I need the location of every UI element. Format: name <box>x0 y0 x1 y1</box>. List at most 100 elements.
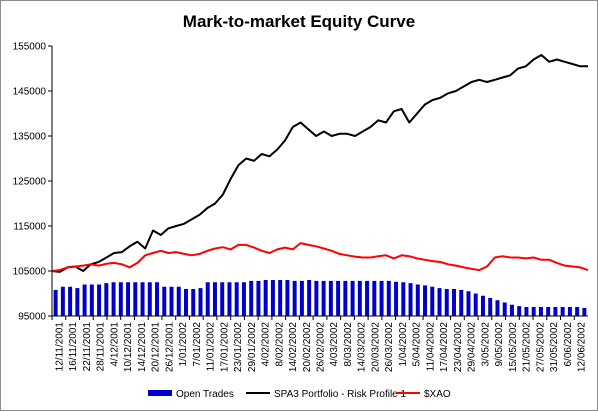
open-trades-bar <box>285 280 290 316</box>
x-tick-label: 8/03/2002 <box>343 322 354 367</box>
x-tick-label: 26/12/2001 <box>164 322 175 372</box>
open-trades-bar <box>75 288 80 316</box>
open-trades-bar <box>111 282 116 316</box>
open-trades-bar <box>205 282 210 316</box>
open-trades-bar <box>357 280 362 316</box>
x-tick-label: 4/12/2001 <box>109 322 120 367</box>
x-tick-label: 20/02/2002 <box>302 322 313 372</box>
open-trades-bar <box>567 307 572 316</box>
x-tick-label: 16/11/2001 <box>68 322 79 372</box>
open-trades-bar <box>350 280 355 316</box>
open-trades-bar <box>466 291 471 316</box>
x-tick-label: 4/03/2002 <box>329 322 340 367</box>
x-tick-label: 1/01/2002 <box>178 322 189 367</box>
x-tick-label: 12/11/2001 <box>54 322 65 372</box>
x-tick-label: 14/12/2001 <box>137 322 148 372</box>
open-trades-bar <box>336 280 341 316</box>
x-tick-label: 3/05/2002 <box>480 322 491 367</box>
open-trades-bar <box>365 280 370 316</box>
open-trades-bar <box>401 282 406 316</box>
open-trades-bar <box>234 282 239 316</box>
open-trades-bar <box>430 286 435 316</box>
open-trades-bar <box>538 307 543 316</box>
open-trades-bar <box>575 307 580 316</box>
y-axis-ticks: 95000 105000 115000 125000 135000 145000 15500… <box>13 42 52 323</box>
x-tick-label: 14/02/2002 <box>288 322 299 372</box>
y-tick-label: 95000 <box>18 312 46 323</box>
open-trades-bar <box>169 286 174 316</box>
x-tick-label: 14/03/2002 <box>357 322 368 372</box>
x-tick-label: 23/01/2002 <box>233 322 244 372</box>
x-tick-label: 10/12/2001 <box>123 322 134 372</box>
x-tick-label: 8/02/2002 <box>274 322 285 367</box>
open-trades-bar <box>488 298 493 316</box>
open-trades-bar <box>60 286 65 316</box>
xao-line <box>51 242 589 272</box>
open-trades-bar <box>299 280 304 316</box>
open-trades-bar <box>249 280 254 316</box>
legend-label: SPA3 Portfolio - Risk Profile 1 <box>274 389 407 400</box>
open-trades-bar <box>582 307 587 316</box>
open-trades-bar <box>147 282 152 316</box>
x-tick-label: 20/12/2001 <box>151 322 162 372</box>
open-trades-bar <box>524 307 529 316</box>
x-tick-label: 9/05/2002 <box>494 322 505 367</box>
legend: Open Trades SPA3 Portfolio - Risk Profile… <box>148 389 451 400</box>
open-trades-bar <box>372 280 377 316</box>
open-trades-bar <box>126 282 131 316</box>
x-tick-label: 5/04/2002 <box>412 322 423 367</box>
open-trades-bar <box>343 280 348 316</box>
open-trades-bar <box>459 289 464 316</box>
open-trades-bar <box>184 289 188 316</box>
open-trades-bar <box>212 282 217 316</box>
open-trades-bar <box>437 288 442 316</box>
open-trades-bar <box>502 302 507 316</box>
x-tick-label: 1/04/2002 <box>398 322 409 367</box>
open-trades-bar <box>162 286 167 316</box>
x-tick-label: 6/06/2002 <box>563 322 574 367</box>
x-tick-label: 11/01/2002 <box>206 322 217 372</box>
open-trades-bar <box>473 293 478 316</box>
open-trades-bar <box>452 289 456 316</box>
y-tick-label: 135000 <box>13 132 47 143</box>
x-tick-label: 23/04/2002 <box>453 322 464 372</box>
x-tick-label: 11/04/2002 <box>425 322 436 372</box>
open-trades-bars <box>53 280 587 316</box>
open-trades-bar <box>53 289 58 316</box>
open-trades-bar <box>176 286 181 316</box>
y-tick-label: 155000 <box>13 42 47 53</box>
open-trades-bar <box>321 280 326 316</box>
open-trades-bar <box>263 280 268 316</box>
x-tick-label: 7/01/2002 <box>192 322 203 367</box>
y-tick-label: 115000 <box>13 222 46 233</box>
open-trades-bar <box>97 284 102 316</box>
x-tick-label: 4/02/2002 <box>261 322 272 367</box>
open-trades-bar <box>270 280 275 316</box>
x-tick-label: 29/01/2002 <box>247 322 258 372</box>
x-tick-label: 26/02/2002 <box>316 322 327 372</box>
open-trades-bar <box>292 280 297 316</box>
open-trades-bar <box>89 284 94 316</box>
open-trades-bar <box>386 280 391 316</box>
open-trades-bar <box>82 284 87 316</box>
open-trades-bar <box>68 286 73 316</box>
legend-label: $XAO <box>424 389 451 400</box>
open-trades-bar <box>423 285 428 316</box>
x-tick-label: 26/03/2002 <box>384 322 395 372</box>
open-trades-bar <box>314 280 319 316</box>
open-trades-bar <box>241 282 246 316</box>
open-trades-bar <box>118 282 123 316</box>
open-trades-bar <box>480 295 485 316</box>
open-trades-bar <box>191 289 196 316</box>
open-trades-bar <box>140 282 145 316</box>
legend-label: Open Trades <box>176 389 234 400</box>
x-tick-label: 20/03/2002 <box>370 322 381 372</box>
portfolio-line <box>51 54 588 273</box>
open-trades-bar <box>509 304 514 316</box>
chart-title: Mark-to-market Equity Curve <box>183 12 415 31</box>
open-trades-bar <box>560 307 565 316</box>
series-lines <box>51 54 589 273</box>
x-axis-ticks: 12/11/2001 16/11/2001 22/11/2001 28/11/2001… <box>51 316 588 372</box>
